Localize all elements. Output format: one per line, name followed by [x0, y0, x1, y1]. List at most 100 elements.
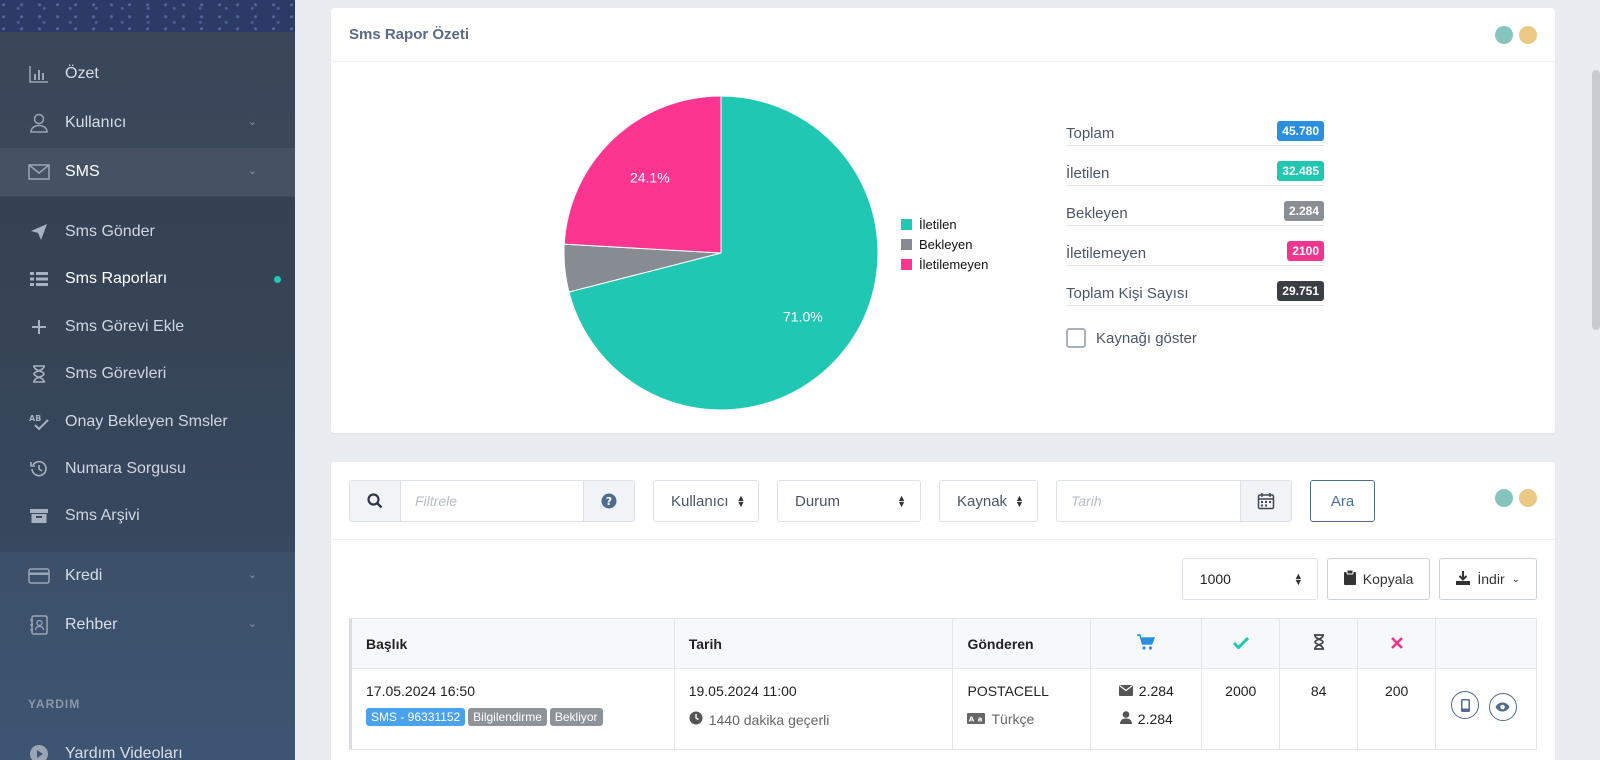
- user-select[interactable]: Kullanıcı ▲ ▼: [653, 480, 759, 522]
- sidebar-item-kullanici[interactable]: Kullanıcı ⌄: [0, 99, 295, 147]
- legend-item-1[interactable]: Bekleyen: [901, 234, 988, 254]
- sidebar-sub-sms-arsivi[interactable]: Sms Arşivi: [0, 494, 295, 538]
- sidebar-item-label: Rehber: [65, 616, 118, 633]
- envelope-icon: [1118, 683, 1133, 699]
- status-select[interactable]: Durum ▲ ▼: [777, 480, 921, 522]
- row-title: 17.05.2024 16:50: [366, 683, 475, 699]
- pie-slice-0[interactable]: [568, 95, 879, 411]
- sidebar-sub-onay-bekleyen[interactable]: AB Onay Bekleyen Smsler: [0, 400, 295, 444]
- sidebar-item-label: Sms Arşivi: [65, 507, 140, 524]
- row-date: 19.05.2024 11:00: [688, 683, 797, 699]
- times-icon: [1390, 636, 1403, 652]
- chevron-down-icon: ⌄: [247, 116, 257, 128]
- page-size-value: 1000: [1199, 571, 1231, 587]
- page-scrollbar[interactable]: [1592, 70, 1600, 330]
- stat-row-delivered: İletilen 32.485: [1066, 146, 1324, 186]
- sidebar-sub-sms-gorevi-ekle[interactable]: Sms Görevi Ekle: [0, 305, 295, 349]
- help-icon[interactable]: ?: [584, 481, 634, 521]
- filter-input[interactable]: Filtrele: [400, 481, 584, 521]
- pie-slice-2[interactable]: [563, 95, 722, 254]
- col-cart[interactable]: [1091, 619, 1203, 668]
- language-text: Türkçe: [991, 711, 1035, 727]
- col-failed[interactable]: [1358, 619, 1437, 668]
- type-badge: Bilgilendirme: [468, 708, 547, 726]
- sidebar-item-label: Kredi: [65, 567, 103, 584]
- view-button[interactable]: [1488, 692, 1517, 721]
- col-delivered[interactable]: [1202, 619, 1281, 668]
- filter-bar: Filtrele ? Kullanıcı ▲ ▼ Durum ▲ ▼ Kaynak …: [349, 480, 1375, 522]
- validity-text: 1440 dakika geçerli: [708, 711, 830, 728]
- sidebar-item-label: Sms Görevleri: [65, 365, 167, 382]
- collapse-dot-button[interactable]: [1495, 26, 1513, 44]
- cell-counts: 2.284 2.284: [1091, 669, 1203, 749]
- sidebar-sub-sms-gorevleri[interactable]: Sms Görevleri: [0, 352, 295, 396]
- cell-pending: 84: [1280, 669, 1359, 749]
- col-pending[interactable]: [1280, 619, 1359, 668]
- person-count: 2.284: [1137, 711, 1173, 727]
- sidebar-item-label: Özet: [65, 65, 99, 82]
- collapse-dot-button[interactable]: [1495, 489, 1513, 507]
- copy-button[interactable]: Kopyala: [1326, 558, 1431, 600]
- show-source-checkbox[interactable]: [1066, 328, 1086, 348]
- source-select-value: Kaynak: [957, 492, 1008, 510]
- col-title[interactable]: Başlık: [352, 619, 675, 668]
- sidebar-item-label: SMS: [65, 163, 100, 180]
- clock-icon: [689, 711, 703, 728]
- stat-row-people: Toplam Kişi Sayısı 29.751: [1066, 266, 1324, 306]
- sidebar-sub-numara-sorgusu[interactable]: Numara Sorgusu: [0, 447, 295, 491]
- status-badge: Bekliyor: [549, 708, 603, 726]
- legend-item-0[interactable]: İletilen: [901, 214, 988, 234]
- sidebar-section-help: YARDIM: [28, 697, 81, 711]
- download-button[interactable]: İndir ⌄: [1439, 558, 1537, 600]
- sidebar-item-ozet[interactable]: Özet: [0, 50, 295, 98]
- col-sender[interactable]: Gönderen: [953, 619, 1092, 668]
- archive-icon: [28, 505, 50, 527]
- cell-failed: 200: [1358, 669, 1437, 749]
- stat-label: Toplam: [1066, 125, 1115, 142]
- cell-actions: [1436, 669, 1536, 749]
- chevron-down-icon: ⌄: [1511, 573, 1520, 585]
- row-sender: POSTACELL: [967, 683, 1049, 699]
- user-icon: [1119, 711, 1132, 727]
- sort-icon: ▲ ▼: [1015, 493, 1024, 509]
- col-actions: [1436, 619, 1536, 668]
- source-select[interactable]: Kaynak ▲ ▼: [939, 480, 1038, 522]
- history-icon: [28, 458, 50, 480]
- card-controls: [1495, 489, 1537, 507]
- stat-row-total: Toplam 45.780: [1066, 106, 1324, 146]
- sidebar-item-sms[interactable]: SMS ⌄: [0, 148, 295, 196]
- search-button[interactable]: Ara: [1310, 480, 1375, 522]
- search-group: Filtrele ?: [349, 480, 635, 522]
- pie-label-2: 24.1%: [630, 170, 670, 186]
- cart-icon: [1137, 634, 1156, 653]
- legend-item-2[interactable]: İletilemeyen: [901, 254, 988, 274]
- show-source-toggle[interactable]: Kaynağı göster: [1066, 328, 1197, 348]
- contact-book-icon: [28, 614, 50, 636]
- sidebar-item-label: Yardım Videoları: [65, 745, 183, 760]
- table-row[interactable]: 17.05.2024 16:50 SMS - 96331152 Bilgilend…: [352, 669, 1536, 749]
- sidebar-item-kredi[interactable]: Kredi ⌄: [0, 552, 295, 600]
- col-date[interactable]: Tarih: [675, 619, 954, 668]
- mobile-preview-button[interactable]: [1451, 691, 1480, 719]
- page-size-select[interactable]: 1000 ▲ ▼: [1181, 558, 1318, 600]
- chevron-down-icon: ⌄: [247, 165, 257, 177]
- sidebar-item-rehber[interactable]: Rehber ⌄: [0, 601, 295, 649]
- sidebar-sub-sms-gonder[interactable]: Sms Gönder: [0, 210, 295, 254]
- legend-label: İletilemeyen: [919, 256, 989, 272]
- active-indicator: [274, 276, 281, 283]
- date-input[interactable]: Tarih: [1057, 481, 1241, 521]
- chart-bar-icon: [28, 63, 50, 85]
- report-card-header: Sms Rapor Özeti: [331, 8, 1555, 62]
- sidebar-item-yardim-videolari[interactable]: Yardım Videoları: [0, 730, 295, 760]
- table-header: Başlık Tarih Gönderen: [352, 619, 1536, 669]
- download-icon: [1456, 570, 1471, 588]
- svg-text:a: a: [978, 716, 983, 724]
- search-icon[interactable]: [350, 481, 400, 521]
- close-dot-button[interactable]: [1519, 489, 1537, 507]
- report-title: Sms Rapor Özeti: [349, 26, 470, 43]
- calendar-icon[interactable]: [1241, 481, 1291, 521]
- sidebar-sub-sms-raporlari[interactable]: Sms Raporları: [0, 257, 295, 301]
- close-dot-button[interactable]: [1519, 26, 1537, 44]
- date-group: Tarih: [1056, 480, 1292, 522]
